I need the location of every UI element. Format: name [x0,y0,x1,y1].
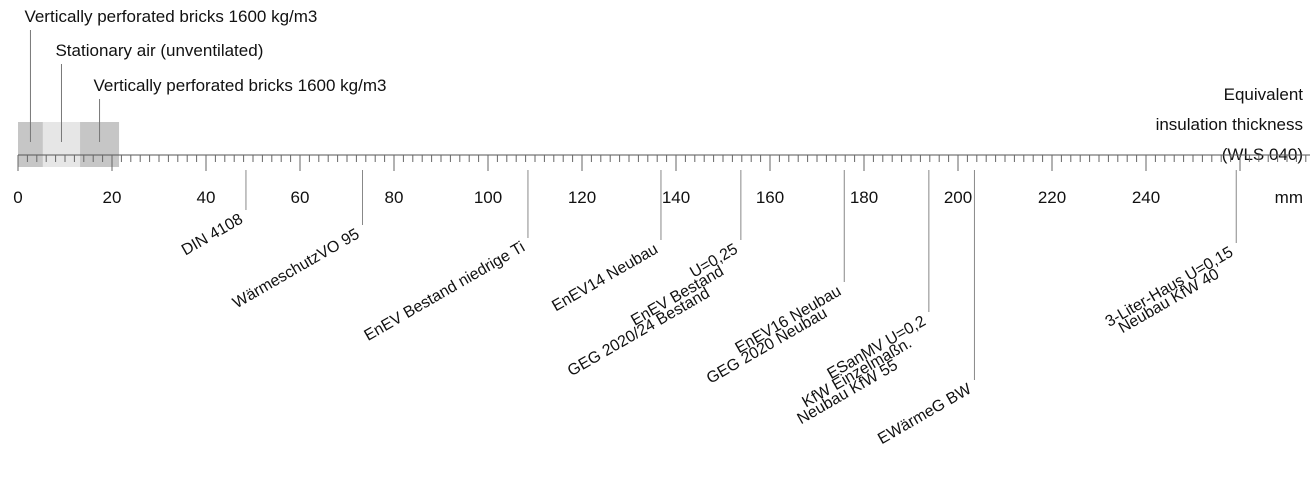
standard-marker-lines [245,170,1237,380]
scale-ticks [17,155,1307,171]
standard-label: GEG 2020/24 Bestand [565,285,713,380]
wall-layers [18,122,120,167]
tick-label: 120 [568,188,596,207]
tick-label: 40 [197,188,216,207]
scale-title-line-1: insulation thickness [1156,115,1303,134]
standard-label: EnEV14 Neubau [549,241,661,315]
standard-label: EnEV Bestand niedrige Ti [362,239,528,345]
scale-tick-labels: 0 20 40 60 80 100 120 140 160 180 200 220 240 [13,188,1160,207]
standard-label: DIN 4108 [179,211,246,260]
wall-layer-label-0: Vertically perforated bricks 1600 kg/m3 [24,7,317,26]
tick-label: 220 [1038,188,1066,207]
wall-layer-labels: Vertically perforated bricks 1600 kg/m3 S… [24,7,386,142]
standard-label: GEG 2020 Neubau [704,305,830,388]
wall-layer-label-2: Vertically perforated bricks 1600 kg/m3 [94,76,387,95]
tick-label: 160 [756,188,784,207]
scale-unit-label: mm [1275,188,1303,207]
tick-label: 180 [850,188,878,207]
scale-title-line-0: Equivalent [1224,85,1304,104]
tick-label: 80 [385,188,404,207]
standard-label: WärmeschutzVO 95 [230,226,363,312]
wall-layer-label-1: Stationary air (unventilated) [55,41,263,60]
tick-label: 20 [103,188,122,207]
standard-label: EWärmeG BW [875,380,975,448]
tick-label: 140 [662,188,690,207]
tick-label: 0 [13,188,22,207]
tick-label: 200 [944,188,972,207]
tick-label: 240 [1132,188,1160,207]
tick-label: 100 [474,188,502,207]
tick-label: 60 [291,188,310,207]
